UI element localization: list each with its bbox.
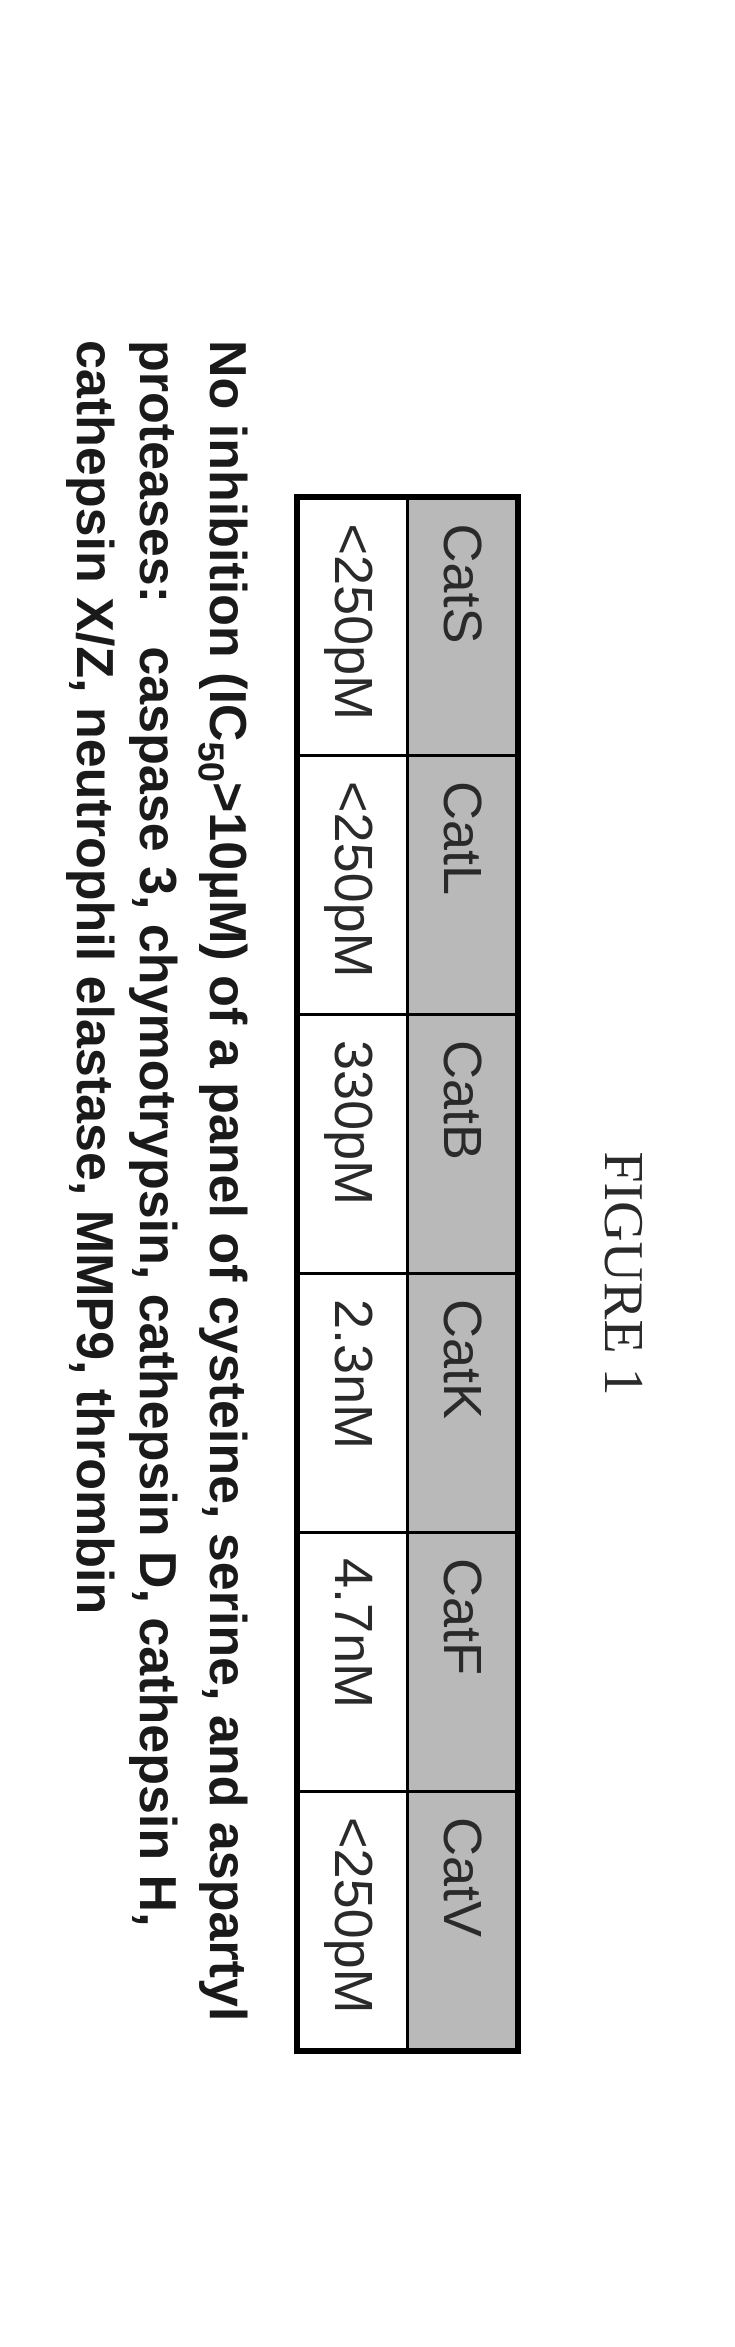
- cell-catl: <250pM: [297, 756, 408, 1015]
- data-table: CatS CatL CatB CatK CatF CatV <250pM <25…: [294, 494, 521, 2054]
- col-header-cats: CatS: [408, 497, 519, 756]
- cell-catf: 4.7nM: [297, 1533, 408, 1792]
- col-header-catk: CatK: [408, 1274, 519, 1533]
- figure-caption: No inhibition (IC50>10µM) of a panel of …: [61, 340, 258, 2060]
- col-header-catv: CatV: [408, 1792, 519, 2051]
- caption-subscript: 50: [191, 741, 232, 781]
- cell-catk: 2.3nM: [297, 1274, 408, 1533]
- table-header-row: CatS CatL CatB CatK CatF CatV: [408, 497, 519, 2051]
- figure-title: FIGURE 1: [591, 1151, 655, 1395]
- col-header-catf: CatF: [408, 1533, 519, 1792]
- col-header-catb: CatB: [408, 1015, 519, 1274]
- table-row: <250pM <250pM 330pM 2.3nM 4.7nM <250pM: [297, 497, 408, 2051]
- cell-catb: 330pM: [297, 1015, 408, 1274]
- cell-cats: <250pM: [297, 497, 408, 756]
- cell-catv: <250pM: [297, 1792, 408, 2051]
- col-header-catl: CatL: [408, 756, 519, 1015]
- caption-prefix: No inhibition (IC: [198, 340, 256, 741]
